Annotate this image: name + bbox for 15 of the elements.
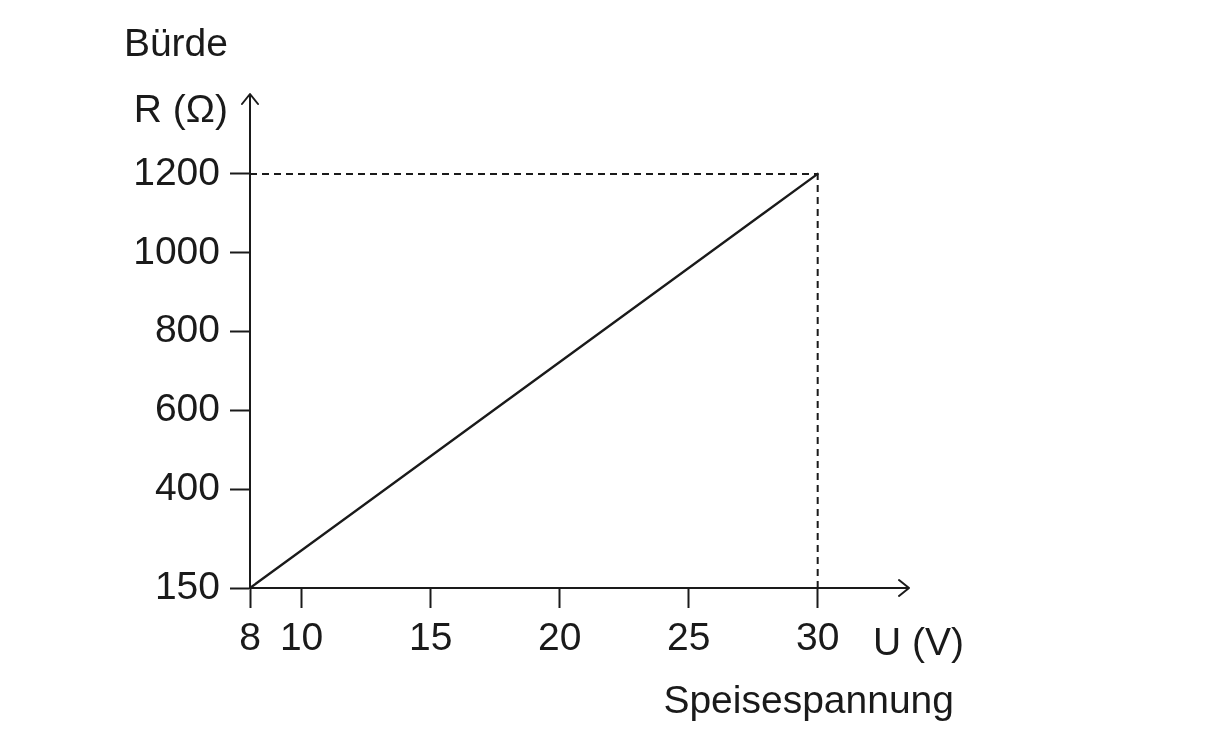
x-tick-label: 25 [666, 615, 711, 659]
y-tick-label: 150 [154, 563, 220, 607]
y-tick-label: 600 [154, 386, 220, 430]
text: Speisespannung [663, 678, 954, 721]
y-tick-label: 400 [154, 465, 220, 509]
x-tick-label: 15 [408, 615, 453, 659]
y-tick-label: 1000 [133, 228, 220, 272]
y-tick-label: 1200 [133, 149, 220, 193]
x-tick-label: 30 [795, 615, 840, 659]
x-tick-label: 10 [279, 615, 324, 659]
x-tick-label: 20 [537, 615, 582, 659]
x-axis-title: U (V) [873, 620, 964, 663]
y-tick-label: 800 [154, 307, 220, 351]
y-axis-title: Bürde R (Ω) [123, 21, 228, 130]
x-tick-label: 8 [239, 615, 261, 659]
